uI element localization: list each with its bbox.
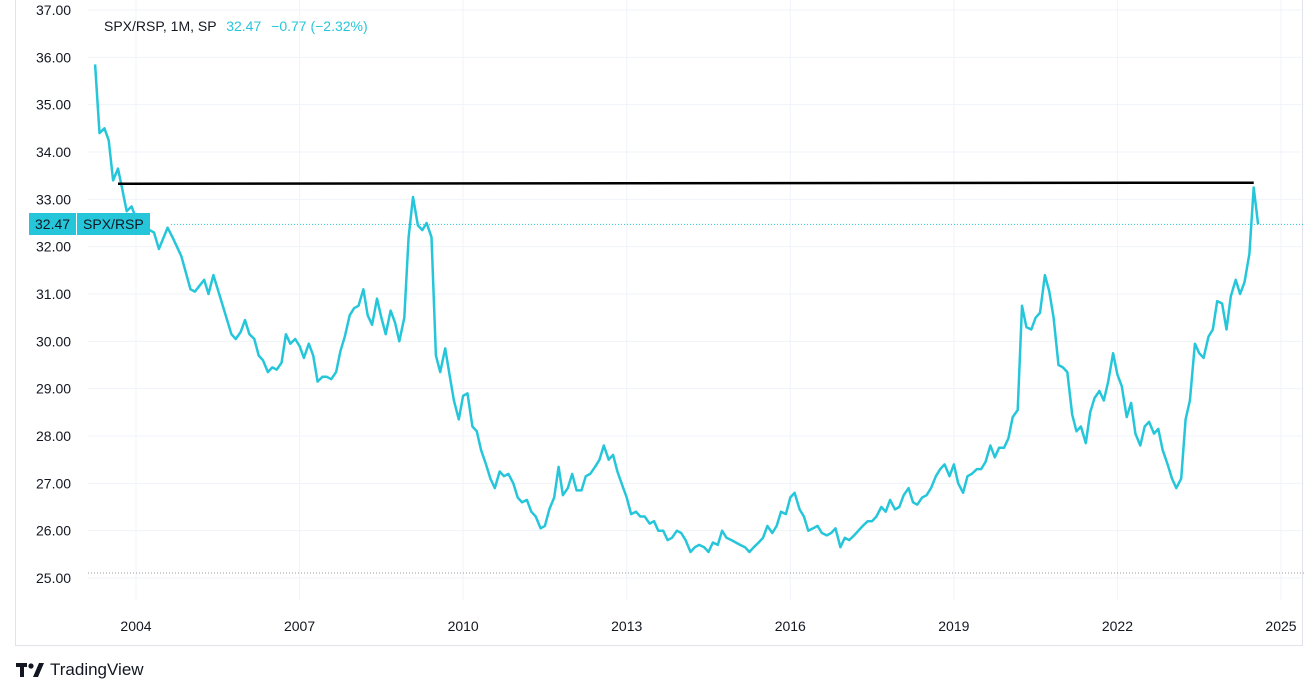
brand-name: TradingView [50, 660, 144, 679]
y-tick-label: 28.00 [36, 428, 71, 444]
y-tick-label: 35.00 [36, 97, 71, 113]
series-line-spx-rsp [93, 64, 1260, 554]
series-layer [88, 64, 1304, 574]
y-tick-label: 27.00 [36, 475, 71, 491]
legend-price: 32.47 [226, 18, 262, 34]
x-tick-label: 2019 [938, 618, 969, 634]
x-tick-label: 2016 [775, 618, 806, 634]
x-tick-label: 2013 [611, 618, 642, 634]
legend-symbol: SPX/RSP, 1M, SP [104, 18, 217, 34]
y-tick-label: 25.00 [36, 570, 71, 586]
y-tick-label: 26.00 [36, 523, 71, 539]
resistance-line [118, 181, 1254, 185]
last-price-label: 32.47 [29, 213, 78, 235]
x-tick-label: 2025 [1265, 618, 1296, 634]
x-tick-label: 2022 [1102, 618, 1133, 634]
x-tick-label: 2004 [120, 618, 151, 634]
x-tick-label: 2007 [284, 618, 315, 634]
grid [88, 0, 1304, 600]
x-axis: 2004 2007 2010 2013 2016 2019 2022 2025 [120, 618, 1296, 634]
last-price-badge: 32.47 SPX/RSP [29, 213, 150, 235]
tradingview-logo[interactable]: TradingView [16, 660, 144, 680]
y-tick-label: 36.00 [36, 49, 71, 65]
y-tick-label: 29.00 [36, 381, 71, 397]
y-axis: 25.00 26.00 27.00 28.00 29.00 30.00 31.00 32.00… [36, 2, 71, 586]
y-tick-label: 31.00 [36, 286, 71, 302]
x-tick-label: 2010 [448, 618, 479, 634]
y-tick-label: 34.00 [36, 144, 71, 160]
y-tick-label: 33.00 [36, 191, 71, 207]
chart-legend: SPX/RSP, 1M, SP 32.47 −0.77 (−2.32%) [104, 18, 368, 34]
y-tick-label: 32.00 [36, 239, 71, 255]
tradingview-logo-icon [16, 663, 44, 677]
chart-frame: 25.00 26.00 27.00 28.00 29.00 30.00 31.00 32.00… [15, 0, 1304, 646]
y-tick-label: 30.00 [36, 333, 71, 349]
price-chart[interactable]: 25.00 26.00 27.00 28.00 29.00 30.00 31.00 32.00… [16, 0, 1304, 646]
series-name-label: SPX/RSP [77, 213, 150, 235]
y-tick-label: 37.00 [36, 2, 71, 18]
legend-change: −0.77 (−2.32%) [271, 18, 368, 34]
